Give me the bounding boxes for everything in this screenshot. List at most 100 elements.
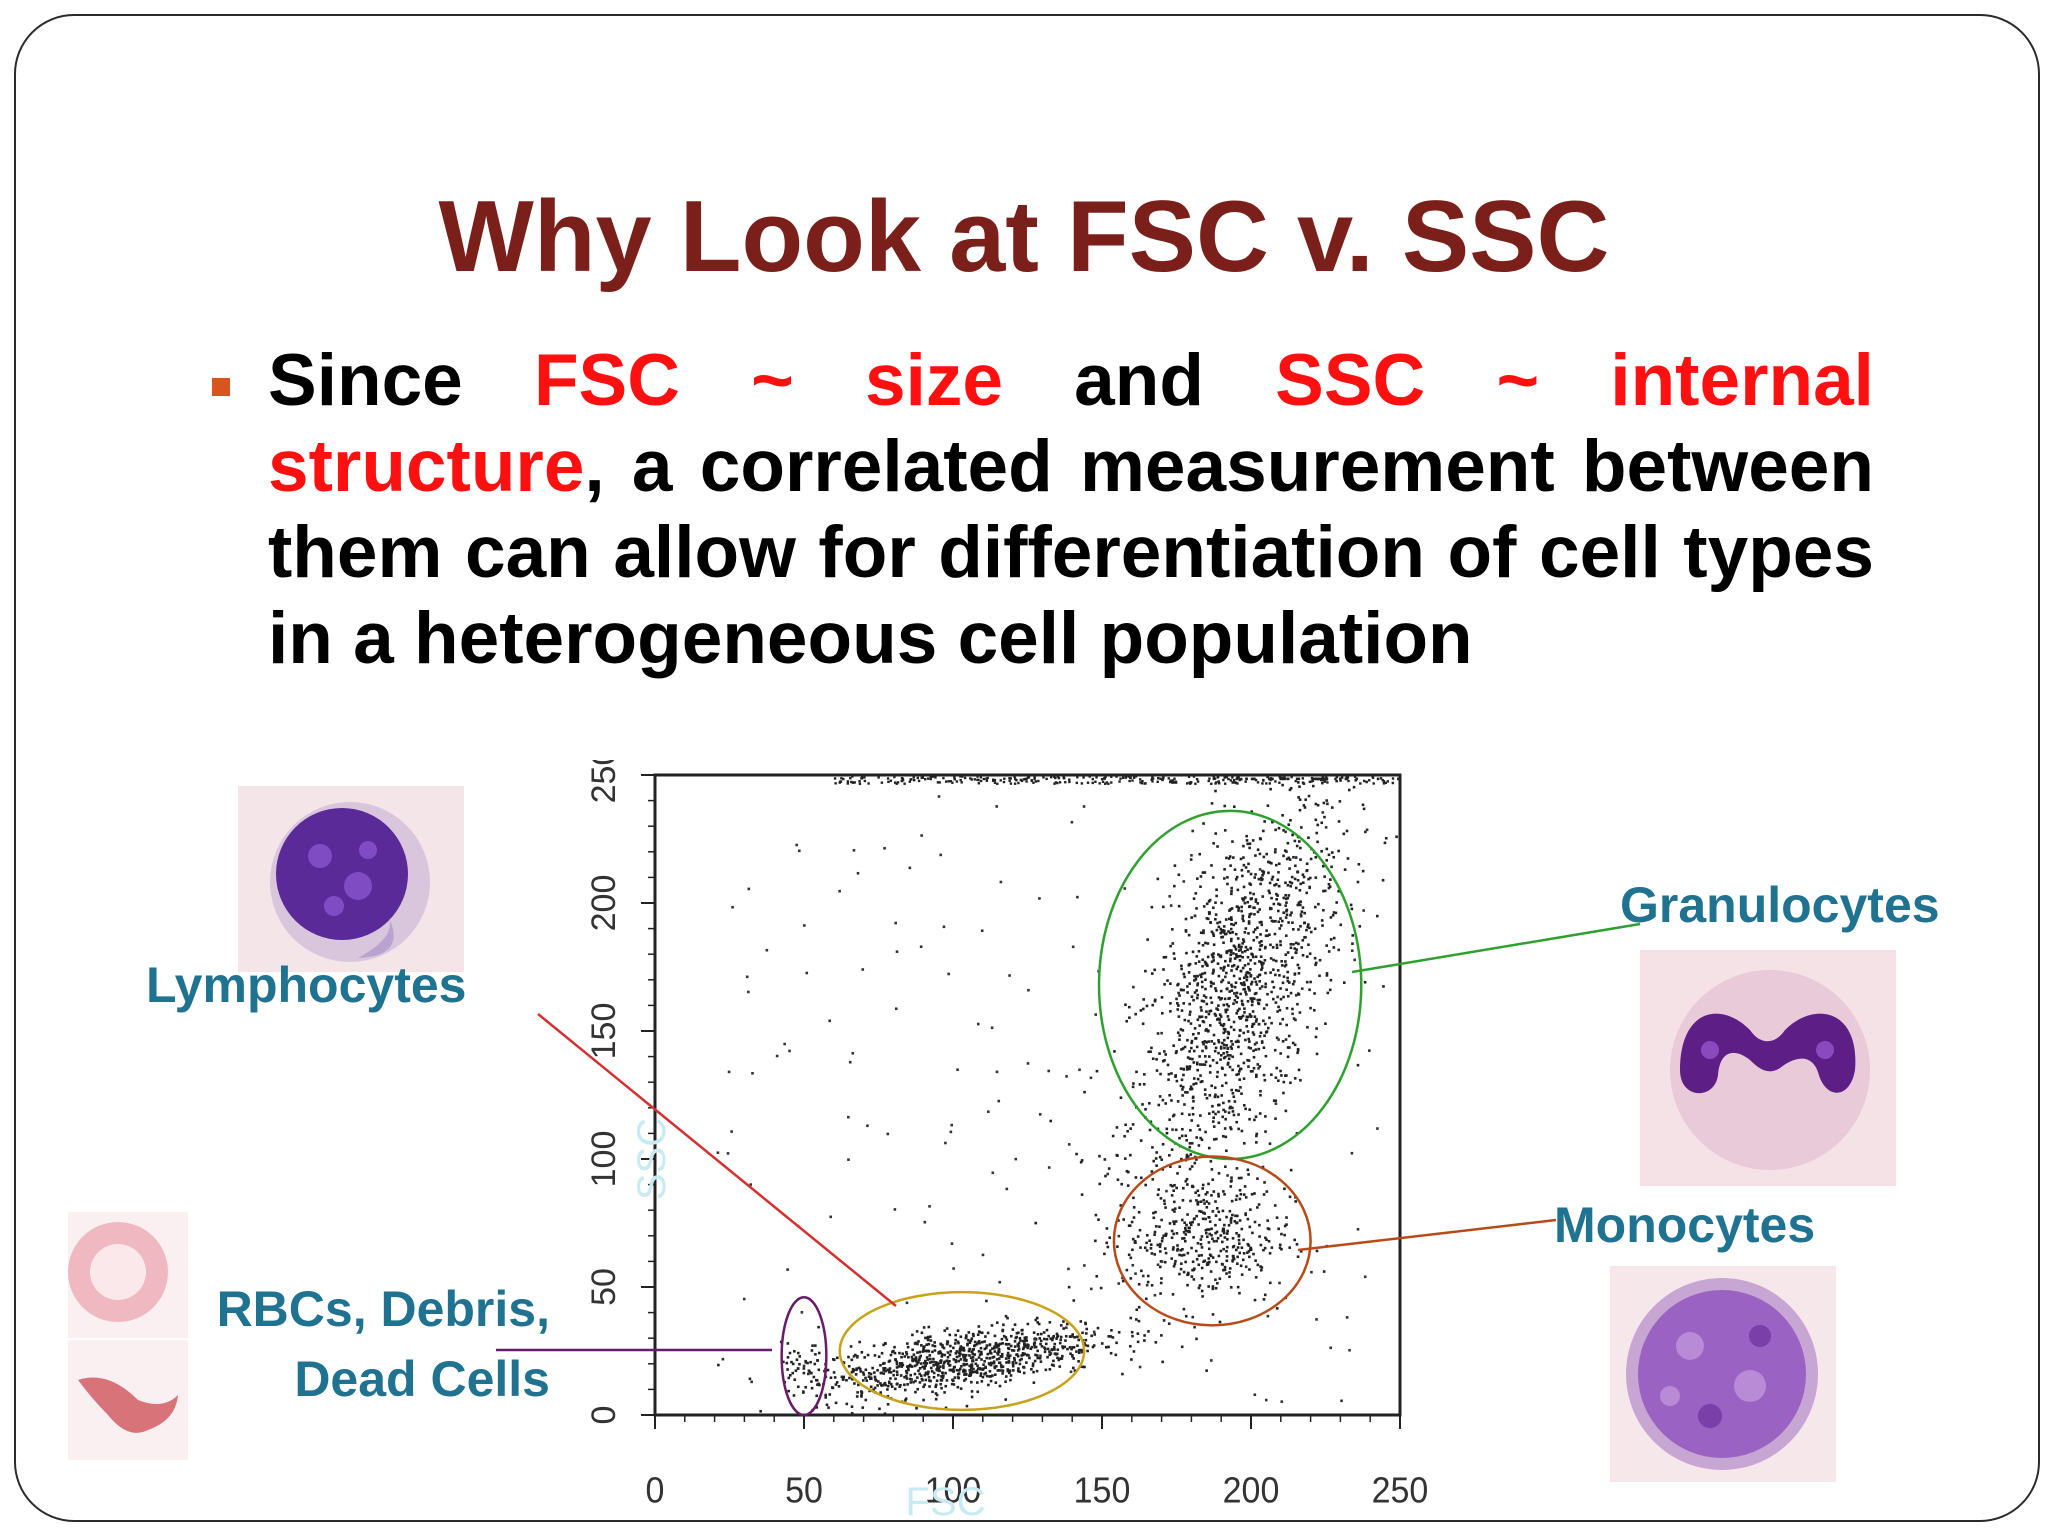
- scatter-point: [895, 1360, 899, 1364]
- scatter-point: [929, 776, 932, 779]
- scatter-point: [1052, 1359, 1055, 1363]
- scatter-point: [882, 1372, 886, 1375]
- scatter-point: [1230, 892, 1233, 896]
- scatter-point: [935, 1393, 939, 1397]
- scatter-point: [794, 1369, 798, 1372]
- scatter-point: [949, 780, 953, 783]
- scatter-point: [1212, 970, 1215, 973]
- scatter-point: [969, 1339, 973, 1343]
- scatter-point: [1170, 1099, 1173, 1102]
- scatter-point: [1137, 1319, 1141, 1323]
- scatter-point: [1201, 1063, 1204, 1066]
- scatter-point: [1225, 856, 1228, 860]
- scatter-point: [1262, 1298, 1266, 1301]
- scatter-point: [1205, 1002, 1209, 1006]
- scatter-point: [1246, 1058, 1249, 1062]
- scatter-point: [1256, 910, 1260, 914]
- scatter-point: [1201, 943, 1205, 947]
- scatter-point: [1262, 1073, 1266, 1077]
- scatter-point: [959, 778, 962, 782]
- scatter-point: [1231, 1055, 1234, 1059]
- scatter-point: [953, 1376, 957, 1379]
- scatter-point: [846, 780, 850, 783]
- scatter-point: [1221, 1134, 1225, 1138]
- scatter-point: [1161, 1011, 1164, 1015]
- scatter-point: [1218, 1277, 1222, 1280]
- scatter-point: [1190, 1246, 1193, 1250]
- scatter-point: [1281, 981, 1285, 985]
- scatter-point: [1342, 832, 1346, 836]
- scatter-point: [1006, 1346, 1010, 1350]
- scatter-point: [1261, 1165, 1265, 1169]
- scatter-point: [1206, 1228, 1209, 1231]
- scatter-point: [953, 1365, 957, 1369]
- scatter-point: [1144, 1183, 1147, 1187]
- scatter-point: [1192, 1268, 1196, 1272]
- scatter-point: [985, 1346, 988, 1350]
- y-tick-label: 150: [585, 1003, 623, 1060]
- scatter-point: [1092, 1330, 1096, 1334]
- scatter-point: [924, 1364, 927, 1368]
- scatter-point: [1376, 1127, 1379, 1130]
- scatter-point: [1305, 980, 1309, 984]
- scatter-point: [1297, 840, 1301, 843]
- scatter-point: [956, 1340, 960, 1344]
- scatter-point: [912, 1380, 915, 1384]
- scatter-point: [1315, 1027, 1318, 1030]
- scatter-point: [1169, 904, 1173, 907]
- scatter-point: [1237, 943, 1241, 947]
- scatter-point: [1220, 1094, 1224, 1097]
- scatter-point: [880, 1351, 884, 1355]
- scatter-point: [1039, 1332, 1043, 1336]
- scatter-point: [1032, 781, 1035, 784]
- scatter-point: [1215, 928, 1219, 932]
- scatter-point: [995, 1358, 999, 1361]
- scatter-point: [1088, 775, 1091, 778]
- scatter-point: [923, 1220, 927, 1224]
- scatter-point: [1230, 1176, 1233, 1179]
- scatter-point: [878, 1407, 881, 1411]
- scatter-point: [1214, 1286, 1218, 1290]
- scatter-point: [912, 1353, 916, 1356]
- scatter-point: [1090, 1334, 1093, 1338]
- scatter-point: [1109, 1351, 1113, 1355]
- scatter-point: [955, 1350, 959, 1353]
- scatter-point: [1240, 945, 1243, 949]
- scatter-point: [1199, 875, 1203, 878]
- scatter-point: [1152, 1159, 1155, 1163]
- scatter-point: [1285, 909, 1288, 913]
- scatter-point: [1228, 1271, 1231, 1274]
- scatter-point: [1145, 1004, 1149, 1008]
- scatter-point: [1013, 1356, 1016, 1360]
- scatter-point: [968, 1347, 971, 1351]
- scatter-point: [1077, 1351, 1081, 1355]
- scatter-point: [1260, 968, 1263, 971]
- scatter-point: [1232, 1028, 1236, 1032]
- scatter-point: [1224, 918, 1228, 921]
- scatter-point: [1269, 1281, 1272, 1285]
- scatter-point: [855, 1368, 858, 1372]
- scatter-point: [871, 1366, 874, 1370]
- scatter-point: [1124, 1003, 1127, 1007]
- scatter-point: [894, 1377, 897, 1381]
- scatter-point: [1322, 889, 1325, 893]
- scatter-point: [1009, 1344, 1013, 1348]
- scatter-point: [888, 1359, 892, 1363]
- scatter-point: [1191, 1315, 1195, 1319]
- scatter-point: [1291, 982, 1295, 986]
- scatter-point: [993, 1373, 997, 1377]
- scatter-point: [1229, 939, 1233, 943]
- scatter-point: [1214, 901, 1217, 904]
- scatter-point: [1246, 955, 1250, 959]
- scatter-point: [1052, 1334, 1056, 1338]
- scatter-point: [721, 1357, 725, 1361]
- scatter-point: [1198, 1024, 1201, 1027]
- scatter-point: [1163, 983, 1166, 986]
- scatter-point: [996, 1343, 1000, 1346]
- scatter-point: [1288, 1246, 1291, 1249]
- scatter-point: [903, 1388, 907, 1392]
- scatter-point: [1146, 1234, 1149, 1237]
- scatter-point: [1232, 1020, 1236, 1024]
- scatter-point: [1279, 924, 1283, 927]
- x-tick-label: 0: [646, 1471, 665, 1511]
